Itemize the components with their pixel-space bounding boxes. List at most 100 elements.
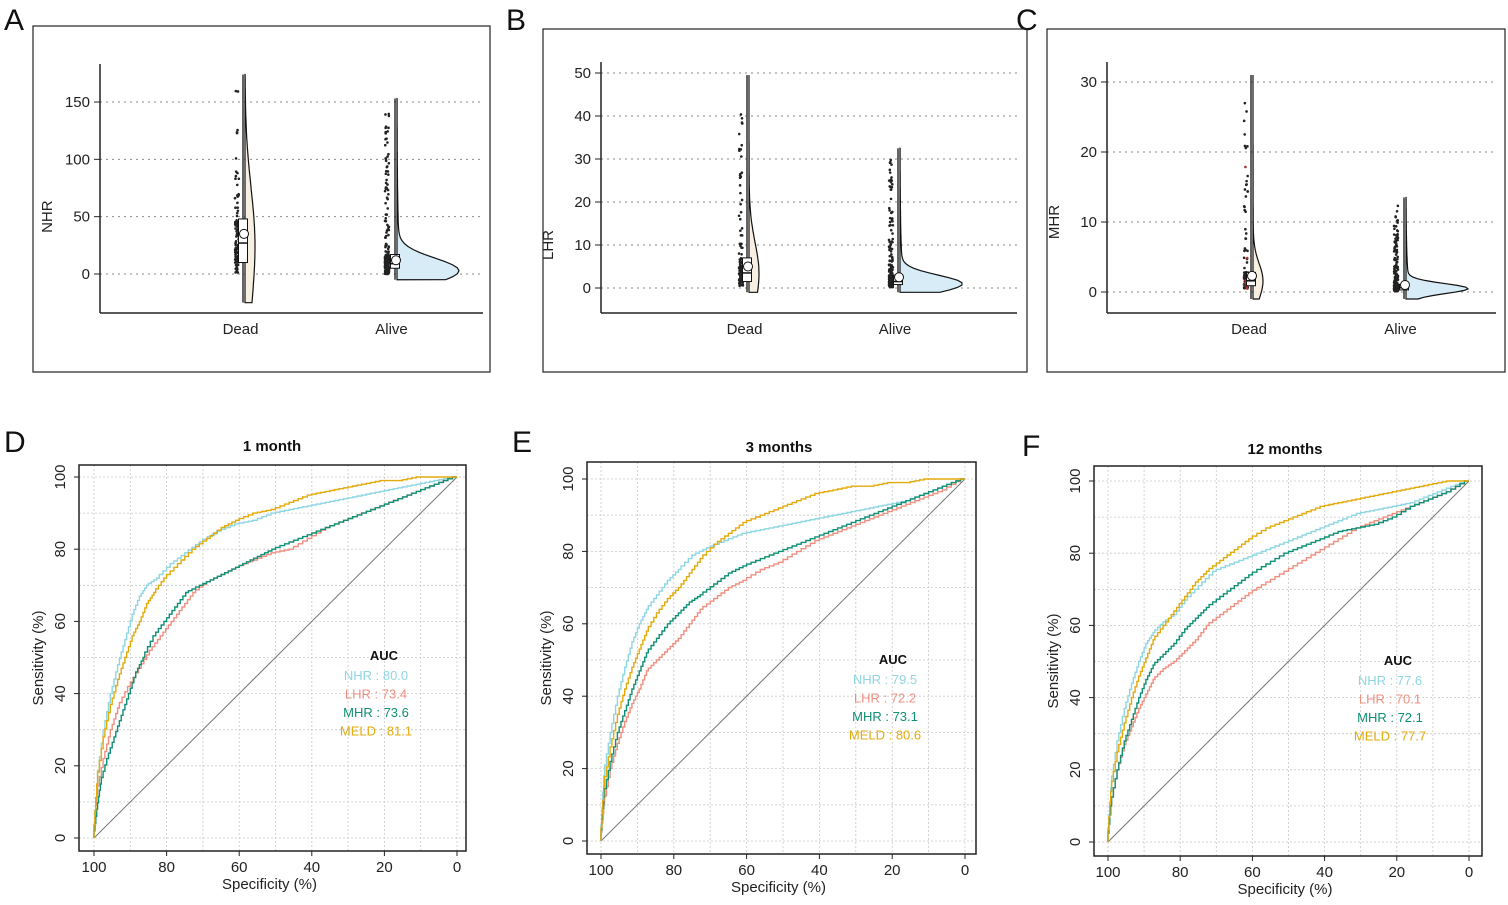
data-point <box>740 227 744 230</box>
y-tick-label: 30 <box>574 151 591 168</box>
x-tick-label: 60 <box>231 859 248 876</box>
mean-marker <box>743 261 753 272</box>
data-point <box>888 220 892 224</box>
data-point <box>740 143 744 147</box>
data-point <box>891 223 895 227</box>
legend-entry-lhr: LHR : 73.4 <box>345 687 407 702</box>
data-point <box>1392 233 1396 236</box>
data-point <box>889 269 893 273</box>
data-point <box>739 265 742 268</box>
data-point <box>384 255 388 259</box>
roc-panel-e: 3 months 100 80 60 40 20 0 0 20 40 60 80 100 Specific… <box>538 439 977 896</box>
panel-frame <box>32 25 491 373</box>
box <box>238 218 248 264</box>
data-point <box>384 217 388 220</box>
x-tick-label-dead: Dead <box>223 321 259 338</box>
data-point <box>890 185 894 189</box>
data-point <box>1243 247 1247 250</box>
data-point <box>1395 278 1399 281</box>
data-point <box>1394 215 1397 218</box>
y-tick-label: 100 <box>560 466 577 491</box>
data-point <box>383 143 387 147</box>
data-point <box>387 114 391 118</box>
data-point <box>1393 267 1396 270</box>
data-point <box>891 210 894 214</box>
density-curve <box>1252 75 1264 300</box>
data-point <box>889 178 893 181</box>
data-point <box>738 184 742 187</box>
data-point <box>1395 251 1399 254</box>
data-point <box>888 246 892 250</box>
raincloud-panel-c: 0 10 20 30 MHR Dead Alive <box>1046 28 1506 373</box>
data-point <box>236 271 240 274</box>
legend-entry-lhr: LHR : 70.1 <box>1359 692 1421 707</box>
legend-entry-meld: MELD : 80.6 <box>849 728 921 743</box>
y-tick-label: 60 <box>52 613 69 630</box>
data-point <box>888 224 891 227</box>
data-point <box>385 266 389 270</box>
data-point <box>385 231 388 234</box>
x-tick-label: 100 <box>81 859 106 876</box>
legend-title: AUC <box>370 648 399 663</box>
data-point <box>234 271 237 274</box>
y-tick-label: 30 <box>1080 74 1097 91</box>
data-point <box>890 247 894 251</box>
y-axis-label: MHR <box>1046 205 1063 239</box>
y-tick-label: 100 <box>65 151 90 168</box>
data-point <box>1396 238 1399 242</box>
panel-letter-a: A <box>4 4 24 37</box>
data-point <box>740 252 743 256</box>
data-point <box>235 131 239 134</box>
data-point <box>1245 110 1248 113</box>
y-tick-label: 10 <box>1080 214 1097 231</box>
data-point <box>387 161 391 165</box>
data-point <box>1244 165 1247 169</box>
legend-entry-mhr: MHR : 72.1 <box>1357 710 1423 725</box>
x-tick-label: 0 <box>1465 864 1473 881</box>
data-point <box>740 116 744 120</box>
x-tick-label-dead: Dead <box>1231 321 1267 338</box>
data-point <box>387 112 391 116</box>
x-tick-label: 40 <box>811 862 828 879</box>
data-point <box>1244 232 1248 235</box>
y-tick-label: 0 <box>560 837 577 845</box>
y-tick-label: 80 <box>52 541 69 558</box>
mean-marker <box>1247 270 1257 281</box>
density-curve <box>748 75 760 293</box>
y-tick-label: 40 <box>52 685 69 702</box>
data-points <box>1242 101 1250 290</box>
data-point <box>739 229 742 232</box>
raincloud-panel-b: 0 10 20 30 40 50 LHR Dead Alive <box>540 28 1028 373</box>
panel-frame <box>542 28 1028 373</box>
data-point <box>890 282 893 286</box>
data-point <box>890 276 894 280</box>
data-point <box>739 210 743 214</box>
data-point <box>1396 233 1399 236</box>
y-axis-label: Sensitivity (%) <box>30 610 47 705</box>
data-point <box>1396 268 1400 271</box>
data-point <box>385 213 389 216</box>
data-point <box>889 250 893 253</box>
data-point <box>234 89 238 93</box>
data-point <box>383 258 387 262</box>
data-point <box>237 177 241 181</box>
data-point <box>233 220 237 224</box>
legend-entry-nhr: NHR : 79.5 <box>853 672 917 687</box>
data-point <box>235 229 238 233</box>
data-point <box>384 126 387 130</box>
data-point <box>1392 250 1396 253</box>
data-point <box>234 174 238 178</box>
data-point <box>1245 261 1249 264</box>
y-tick-label: 40 <box>1067 689 1084 706</box>
data-point <box>1242 119 1246 123</box>
y-tick-label: 0 <box>583 280 591 297</box>
data-point <box>890 285 893 288</box>
y-tick-label: 150 <box>65 94 90 111</box>
data-point <box>739 202 742 206</box>
data-point <box>384 236 387 240</box>
data-point <box>888 216 892 220</box>
data-points <box>383 112 391 276</box>
legend-entry-mhr: MHR : 73.1 <box>852 709 918 724</box>
roc-curve-nhr <box>600 478 965 841</box>
data-point <box>236 90 240 93</box>
